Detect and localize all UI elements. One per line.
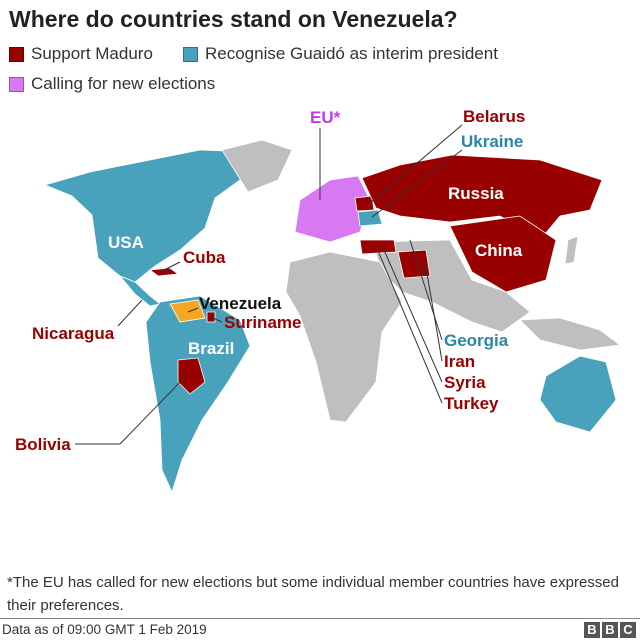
legend-swatch [9,76,24,92]
australia [539,355,617,433]
label-eu: EU* [310,108,341,127]
africa [285,251,403,423]
label-cuba: Cuba [183,248,226,267]
label-suriname: Suriname [224,313,302,332]
label-turkey: Turkey [444,394,499,413]
divider [0,618,640,619]
japan [564,235,579,265]
label-belarus: Belarus [463,107,526,126]
logo-letter: B [602,622,618,638]
footnote: *The EU has called for new elections but… [7,574,619,614]
legend-label: Recognise Guaidó as interim president [205,44,498,63]
venezuela [169,299,206,323]
iran [397,249,431,279]
turkey [359,239,397,255]
suriname [206,311,216,323]
north-america [43,149,251,283]
source-note: Data as of 09:00 GMT 1 Feb 2019 [2,622,207,637]
belarus [354,195,375,212]
southeast-asia [519,317,622,351]
greenland [221,139,293,193]
legend-new-elections: Calling for new elections [9,74,215,94]
china [449,215,557,293]
bbc-logo: B B C [584,622,636,638]
legend-swatch [183,46,198,62]
leader-lines [75,124,463,445]
label-venezuela: Venezuela [199,294,282,313]
label-bolivia: Bolivia [15,435,71,454]
label-ukraine: Ukraine [461,132,524,151]
legend-recognise-guaido: Recognise Guaidó as interim president [183,44,498,64]
label-usa: USA [108,233,144,252]
south-america [145,295,251,494]
legend-label: Calling for new elections [31,74,216,93]
logo-letter: C [620,622,636,638]
europe [294,175,371,243]
legend-label: Support Maduro [31,44,153,63]
label-iran: Iran [444,352,476,371]
label-syria: Syria [444,373,486,392]
logo-letter: B [584,622,600,638]
cuba [148,267,180,277]
label-china: China [475,241,523,260]
bolivia [177,357,206,395]
label-nicaragua: Nicaragua [32,324,115,343]
label-georgia: Georgia [444,331,509,350]
russia [361,154,603,241]
label-russia: Russia [448,184,504,203]
legend-swatch [9,46,24,62]
label-brazil: Brazil [188,339,235,358]
legend-support-maduro: Support Maduro [9,44,153,64]
page-title: Where do countries stand on Venezuela? [9,6,458,32]
